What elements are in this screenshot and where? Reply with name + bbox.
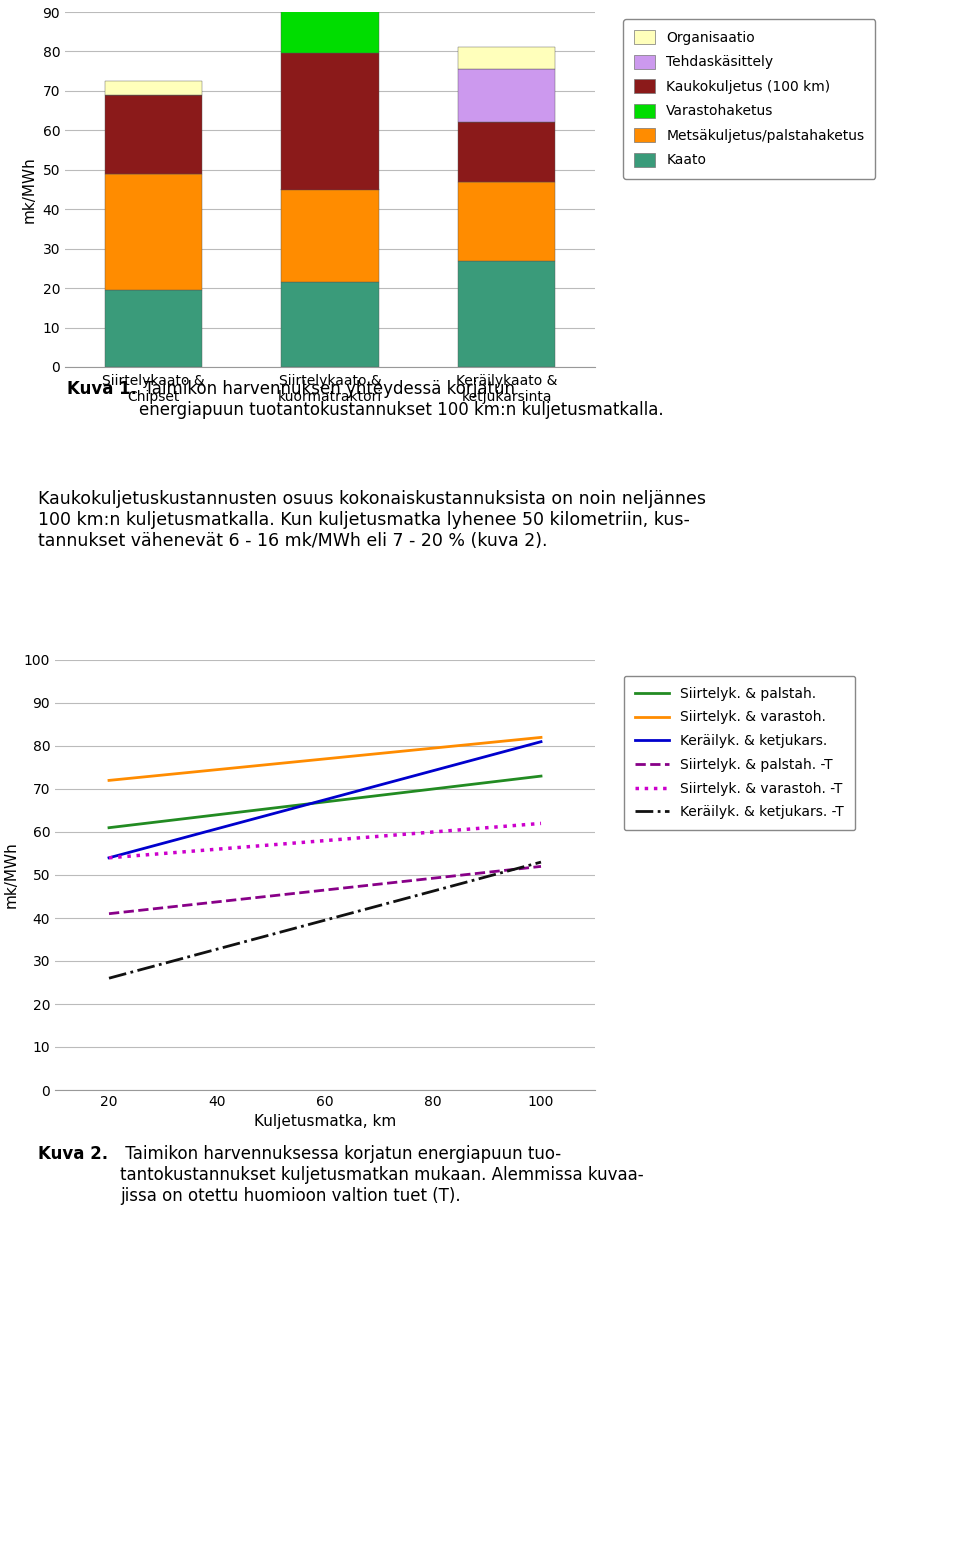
Siirtelyk. & varastoh. (536, 728, 547, 747)
Bar (458, 181, 555, 260)
Legend: Organisaatio, Tehdaskäsittely, Kaukokuljetus (100 km), Varastohaketus, Metsäkulj: Organisaatio, Tehdaskäsittely, Kaukokulj… (623, 19, 876, 179)
Text: Kuva 2.: Kuva 2. (38, 1144, 108, 1163)
Line: Siirtelyk. & palstah.: Siirtelyk. & palstah. (109, 776, 541, 828)
Y-axis label: mk/MWh: mk/MWh (3, 842, 18, 909)
Line: Siirtelyk. & varastoh. -T: Siirtelyk. & varastoh. -T (109, 823, 541, 857)
Bar (458, 260, 555, 366)
Siirtelyk. & palstah. (536, 767, 547, 786)
Bar (458, 123, 555, 181)
Bar (458, 47, 555, 69)
Keräilyk. & ketjukars. -T (104, 968, 115, 987)
Line: Siirtelyk. & palstah. -T: Siirtelyk. & palstah. -T (109, 867, 541, 914)
Keräilyk. & ketjukars. (104, 848, 115, 867)
Legend: Siirtelyk. & palstah., Siirtelyk. & varastoh., Keräilyk. & ketjukars., Siirtelyk: Siirtelyk. & palstah., Siirtelyk. & vara… (624, 675, 855, 831)
Siirtelyk. & varastoh. -T (104, 848, 115, 867)
Line: Siirtelyk. & varastoh.: Siirtelyk. & varastoh. (109, 737, 541, 781)
Bar (281, 190, 378, 282)
Text: Kaukokuljetuskustannusten osuus kokonaiskustannuksista on noin neljännes
100 km:: Kaukokuljetuskustannusten osuus kokonais… (38, 490, 707, 550)
Keräilyk. & ketjukars. (536, 733, 547, 751)
Siirtelyk. & varastoh. (104, 772, 115, 790)
Bar (281, 2, 378, 53)
Line: Keräilyk. & ketjukars.: Keräilyk. & ketjukars. (109, 742, 541, 857)
Line: Keräilyk. & ketjukars. -T: Keräilyk. & ketjukars. -T (109, 862, 541, 977)
Keräilyk. & ketjukars. -T (536, 853, 547, 871)
X-axis label: Kuljetusmatka, km: Kuljetusmatka, km (253, 1115, 396, 1129)
Siirtelyk. & palstah. -T (536, 857, 547, 876)
Text: Taimikon harvennuksen yhteydessä korjatun
energiapuun tuotantokustannukset 100 k: Taimikon harvennuksen yhteydessä korjatu… (139, 380, 663, 419)
Bar (105, 290, 202, 366)
Bar (458, 69, 555, 123)
Y-axis label: mk/MWh: mk/MWh (22, 156, 36, 223)
Siirtelyk. & palstah. -T (104, 904, 115, 923)
Siirtelyk. & varastoh. -T (536, 814, 547, 833)
Text: Kuva 1.: Kuva 1. (67, 380, 137, 398)
Bar (105, 81, 202, 95)
Text: Taimikon harvennuksessa korjatun energiapuun tuo-
tantokustannukset kuljetusmatk: Taimikon harvennuksessa korjatun energia… (120, 1144, 643, 1205)
Bar (281, 53, 378, 190)
Bar (105, 173, 202, 290)
Siirtelyk. & palstah. (104, 818, 115, 837)
Bar (281, 282, 378, 366)
Bar (281, 0, 378, 2)
Bar (105, 95, 202, 173)
